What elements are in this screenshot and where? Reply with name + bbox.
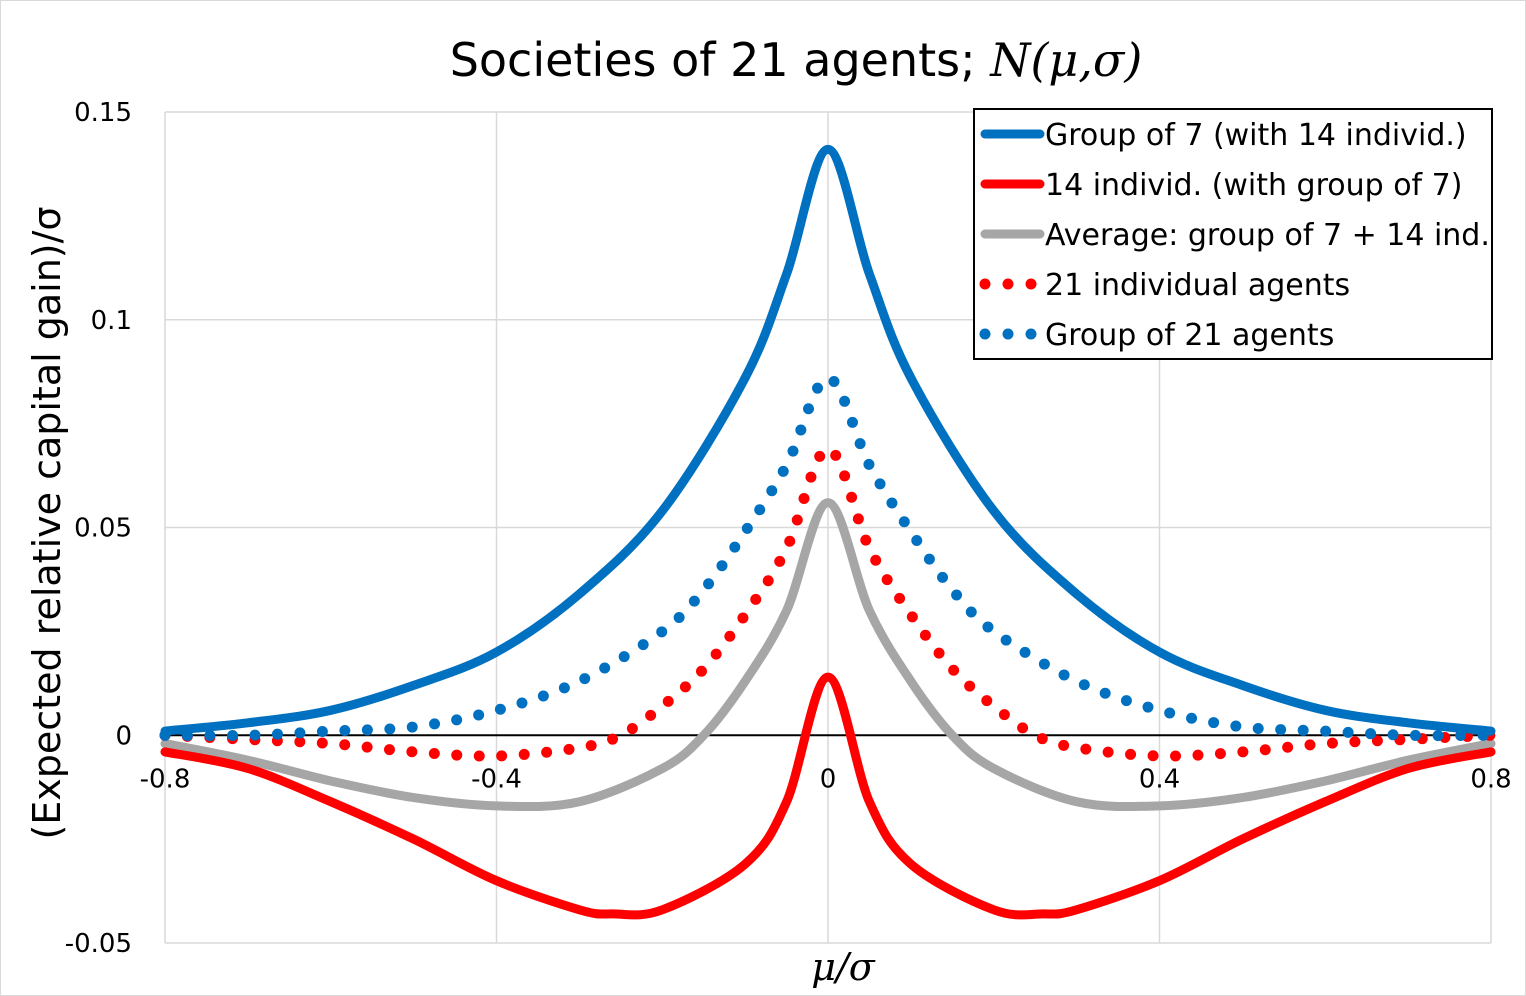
legend: Group of 7 (with 14 individ.) 14 individ.… [973, 108, 1493, 360]
x-axis-ticks: -0.8 -0.4 0 0.4 0.8 [140, 764, 1512, 794]
legend-label: Average: group of 7 + 14 ind. [1045, 218, 1490, 253]
y-tick-label: 0 [115, 721, 132, 751]
series-line-average-group-of-7-14-ind [160, 498, 1496, 812]
legend-box [973, 108, 1493, 360]
x-tick-label: 0.8 [1470, 764, 1511, 794]
x-tick-label: 0 [820, 764, 837, 794]
y-tick-label: -0.05 [65, 929, 132, 959]
legend-label: Group of 21 agents [1045, 318, 1334, 353]
legend-label: 14 individ. (with group of 7) [1045, 168, 1462, 203]
chart-title: Societies of 21 agents; N(μ,σ) [450, 33, 1143, 87]
y-tick-label: 0.05 [74, 514, 132, 544]
x-tick-label: -0.8 [140, 764, 191, 794]
series-layer [159, 144, 1497, 920]
series-line-group-of-21-agents [159, 372, 1497, 742]
legend-label: Group of 7 (with 14 individ.) [1045, 118, 1467, 153]
y-axis-title: (Expected relative capital gain)/σ [25, 206, 69, 839]
series-line-group-of-7-with-14-individ [160, 144, 1496, 736]
y-tick-label: 0.15 [74, 98, 132, 128]
legend-label: 21 individual agents [1045, 268, 1350, 303]
series-line-21-individual-agents [159, 443, 1497, 762]
x-tick-label: 0.4 [1139, 764, 1180, 794]
y-tick-label: 0.1 [91, 306, 132, 336]
series-line-14-individ-with-group-of-7 [160, 672, 1496, 920]
x-axis-title: μ/σ [811, 945, 875, 989]
x-tick-label: -0.4 [471, 764, 522, 794]
y-axis-ticks: -0.05 0 0.05 0.1 0.15 [65, 98, 132, 959]
